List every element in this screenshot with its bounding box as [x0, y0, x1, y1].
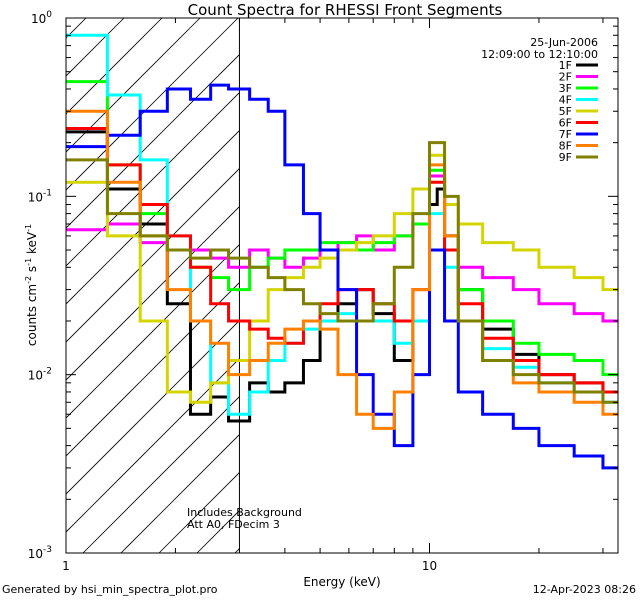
hatch-line	[66, 129, 240, 305]
footer-generated-by: Generated by hsi_min_spectra_plot.pro	[2, 583, 218, 596]
hatch-line	[66, 357, 240, 533]
legend-label-6f: 6F	[559, 117, 572, 130]
date-label: 25-Jun-2006	[530, 36, 598, 49]
y-tick-label: 100	[31, 10, 52, 26]
legend-label-9f: 9F	[559, 151, 572, 164]
hatch-line	[66, 53, 240, 229]
hatch-line	[66, 18, 239, 191]
y-tick-label: 10-2	[28, 367, 52, 383]
series-line-7f	[66, 83, 618, 470]
hatch-line	[66, 167, 240, 343]
annotation-attenuator: Att A0, FDecim 3	[187, 518, 280, 531]
excluded-region-hatch	[0, 18, 640, 553]
y-tick-label: 10-1	[28, 188, 52, 204]
axis-ticks: 11010010010-110-210-3	[28, 10, 618, 573]
time-range-label: 12:09:00 to 12:10:00	[481, 48, 598, 61]
hatch-line	[66, 18, 125, 77]
legend-label-3f: 3F	[559, 82, 572, 95]
series-group	[66, 33, 618, 470]
series-line-9f	[66, 141, 618, 404]
series-line-3f	[66, 80, 618, 377]
hatch-line	[463, 18, 640, 553]
series-line-1f	[66, 130, 618, 423]
x-tick-label: 10	[422, 559, 437, 573]
legend-label-5f: 5F	[559, 105, 572, 118]
annotation-background: Includes Background	[187, 506, 302, 519]
hatch-line	[120, 433, 240, 553]
hatch-line	[66, 243, 240, 419]
series-line-6f	[66, 127, 618, 394]
series-line-4f	[66, 33, 618, 416]
hatch-line	[66, 281, 240, 457]
x-tick-label: 1	[62, 559, 70, 573]
y-tick-label: 10-3	[28, 545, 52, 561]
footer-timestamp: 12-Apr-2023 08:26	[532, 583, 636, 596]
legend-label-1f: 1F	[559, 59, 572, 72]
hatch-line	[615, 18, 640, 553]
hatch-line	[82, 395, 240, 553]
hatch-line	[66, 18, 201, 153]
legend-label-7f: 7F	[559, 128, 572, 141]
hatch-line	[66, 319, 240, 495]
chart-title: Count Spectra for RHESSI Front Segments	[188, 1, 503, 19]
plot-frame	[65, 17, 619, 554]
series-line-8f	[66, 109, 618, 430]
hatch-line	[0, 18, 48, 553]
y-axis-label: counts cm-2 s-1 keV-1	[24, 224, 39, 346]
hatch-line	[66, 91, 240, 267]
legend-label-8f: 8F	[559, 140, 572, 153]
hatch-line	[66, 18, 163, 115]
hatch-line	[66, 18, 87, 39]
series-line-5f	[66, 153, 618, 404]
legend-label-2f: 2F	[559, 71, 572, 84]
hatch-line	[66, 205, 240, 381]
x-axis-label: Energy (keV)	[303, 575, 380, 589]
legend-label-4f: 4F	[559, 94, 572, 107]
series-line-2f	[66, 174, 618, 323]
